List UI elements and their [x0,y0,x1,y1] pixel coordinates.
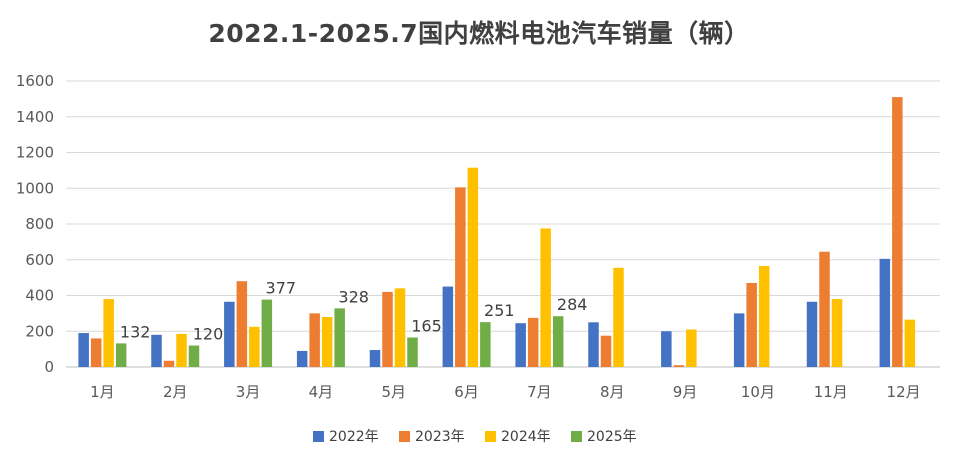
x-tick-label: 10月 [741,383,775,401]
data-label: 251 [484,301,515,320]
bar [407,337,418,367]
data-label: 328 [338,287,369,306]
legend-swatch [399,431,410,442]
bar [613,267,624,367]
y-tick-label: 1400 [16,108,54,126]
bar [733,313,745,367]
legend: 2022年 2023年 2024年 2025年 [313,429,637,445]
y-tick-label: 1000 [16,179,54,197]
bar [249,326,260,367]
data-label: 284 [557,295,588,314]
bar [224,301,235,367]
x-tick-label: 9月 [673,383,698,401]
x-tick-label: 3月 [236,383,261,401]
legend-label: 2025年 [587,429,637,445]
bar [442,286,454,367]
bar [515,323,526,367]
y-tick-label: 0 [44,358,54,376]
x-axis: 1月 2月 3月 4月 5月 6月 7月 8月 9月 10月 11月 12月 [90,383,920,401]
bar [261,299,273,367]
bar [661,331,672,367]
bar [334,308,345,367]
legend-label: 2024年 [501,429,551,445]
y-axis: 0 200 400 600 800 1000 1200 1400 1600 [16,72,54,376]
bar [90,338,102,367]
bar [746,282,757,367]
legend-swatch [485,431,496,442]
bar [552,316,564,367]
bar [321,316,333,367]
data-label: 377 [266,279,297,298]
bar [78,333,89,367]
y-tick-label: 1600 [16,72,54,90]
bar [673,365,685,367]
x-tick-label: 8月 [600,383,625,401]
bar [600,335,612,367]
y-tick-label: 800 [25,215,54,233]
y-tick-label: 1200 [16,144,54,162]
bar [103,299,114,367]
gridlines [66,80,940,368]
bars [78,97,916,368]
bar [236,281,248,367]
bar [369,350,381,367]
bar [467,167,479,367]
bar [382,291,393,367]
bar [806,301,818,367]
x-tick-label: 4月 [309,383,334,401]
data-label: 132 [120,322,151,341]
x-tick-label: 5月 [381,383,406,401]
bar [831,299,843,367]
chart-title: 2022.1-2025.7国内燃料电池汽车销量（辆） [208,19,750,48]
x-tick-label: 6月 [454,383,479,401]
x-tick-label: 11月 [814,383,848,401]
bar [892,97,903,368]
legend-label: 2023年 [415,429,465,445]
x-tick-label: 7月 [527,383,552,401]
x-tick-label: 2月 [163,383,188,401]
bar [879,258,891,367]
bar [819,251,830,367]
bar [163,360,175,367]
data-label: 120 [193,325,224,344]
bar [176,333,187,367]
y-tick-label: 600 [25,251,54,269]
x-tick-label: 12月 [887,383,921,401]
bar [527,317,539,367]
bar [151,334,162,367]
bar [686,329,697,367]
bar [188,345,200,367]
x-tick-label: 1月 [90,383,115,401]
bar [455,187,466,367]
bar [588,322,599,367]
data-labels: 132 120 377 328 165 251 284 [120,279,588,344]
bar [309,313,320,367]
y-tick-label: 200 [25,322,54,340]
bar [296,350,308,367]
bar [904,319,916,367]
legend-label: 2022年 [329,429,379,445]
bar [758,266,770,367]
legend-swatch [313,431,324,442]
y-tick-label: 400 [25,287,54,305]
bar [540,228,551,367]
bar [480,322,491,367]
bar [394,288,406,367]
data-label: 165 [411,317,442,336]
legend-swatch [571,431,582,442]
bar [115,343,127,367]
